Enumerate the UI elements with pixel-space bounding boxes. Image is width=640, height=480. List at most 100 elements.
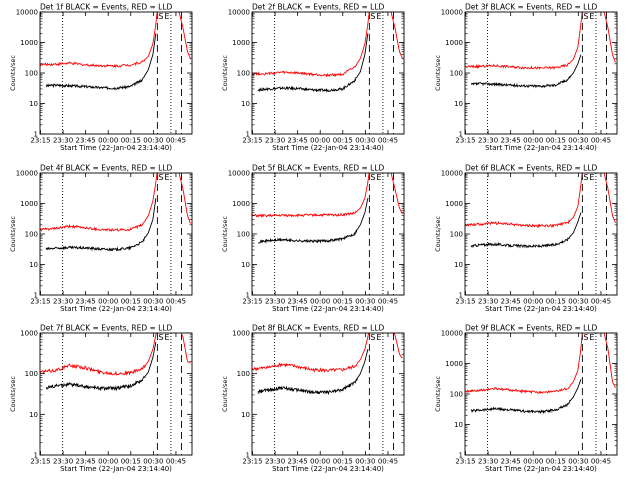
x-tick-label: 23:15: [455, 298, 475, 306]
y-tick-label: 1000: [445, 39, 463, 47]
x-tick-label: 00:15: [121, 298, 141, 306]
x-tick-label: 00:30: [143, 298, 163, 306]
x-tick-label: 00:45: [591, 137, 611, 145]
x-tick-label: 00:00: [310, 137, 330, 145]
panel-title: Det 7f BLACK = Events, RED = LLD: [40, 324, 173, 333]
x-tick-label: 00:15: [546, 298, 566, 306]
x-tick-label: 00:00: [523, 137, 543, 145]
x-tick-label: 23:45: [288, 137, 308, 145]
x-tick-label: 00:15: [333, 458, 353, 466]
x-tick-label: 23:30: [265, 137, 285, 145]
events-series-line: [45, 341, 157, 392]
x-tick-label: 00:45: [166, 458, 186, 466]
marker-e: E: [589, 12, 594, 21]
y-tick-label: 1: [34, 292, 38, 300]
marker-s: S: [158, 173, 163, 182]
y-tick-label: 10: [29, 261, 38, 269]
x-tick-label: 00:00: [523, 298, 543, 306]
y-axis-label: Counts/sec: [9, 55, 17, 91]
events-series-line: [257, 198, 369, 244]
marker-s: S: [583, 173, 588, 182]
x-tick-label: 00:30: [568, 298, 588, 306]
x-tick-label: 00:15: [333, 298, 353, 306]
panel-title: Det 4f BLACK = Events, RED = LLD: [40, 164, 173, 173]
panel-title: Det 1f BLACK = Events, RED = LLD: [40, 3, 173, 12]
y-tick-label: 10: [241, 100, 250, 108]
x-tick-label: 00:45: [378, 458, 398, 466]
y-tick-label: 10: [241, 411, 250, 419]
marker-e: E: [589, 173, 594, 182]
y-tick-label: 10000: [228, 9, 250, 17]
events-series-line: [45, 33, 157, 91]
lld-series-line: [40, 173, 191, 232]
x-tick-label: 23:45: [76, 137, 96, 145]
x-tick-label: 00:30: [143, 137, 163, 145]
x-tick-label: 23:30: [478, 298, 498, 306]
y-tick-label: 10: [29, 100, 38, 108]
marker-e: E: [376, 173, 381, 182]
x-tick-label: 00:30: [355, 458, 375, 466]
y-tick-label: 10: [454, 100, 463, 108]
lld-series-line: [40, 333, 191, 377]
y-tick-label: 1: [459, 131, 463, 139]
x-tick-label: 00:00: [98, 458, 118, 466]
x-tick-label: 23:45: [288, 458, 308, 466]
x-tick-label: 23:30: [265, 458, 285, 466]
y-tick-label: 1: [246, 131, 250, 139]
y-tick-label: 10: [454, 421, 463, 429]
x-tick-label: 00:30: [355, 137, 375, 145]
y-tick-label: 100: [450, 70, 463, 78]
x-tick-label: 23:30: [53, 298, 73, 306]
x-tick-label: 00:45: [378, 137, 398, 145]
marker-s: S: [158, 12, 163, 21]
x-axis-label: Start Time (22-Jan-04 23:14:40): [272, 305, 384, 313]
y-axis-label: Counts/sec: [434, 216, 442, 252]
x-tick-label: 23:30: [53, 458, 73, 466]
x-axis-label: Start Time (22-Jan-04 23:14:40): [60, 305, 172, 313]
marker-e: E: [589, 333, 594, 342]
marker-s: S: [370, 333, 375, 342]
y-axis-label: Counts/sec: [221, 55, 229, 91]
y-tick-label: 100: [25, 231, 38, 239]
lld-series-line: [252, 12, 403, 78]
x-tick-label: 00:15: [333, 137, 353, 145]
y-tick-label: 100: [237, 231, 250, 239]
x-axis-label: Start Time (22-Jan-04 23:14:40): [485, 144, 597, 152]
y-tick-label: 1000: [20, 39, 38, 47]
marker-e: E: [376, 333, 381, 342]
x-tick-label: 23:30: [478, 137, 498, 145]
y-axis-label: Counts/sec: [221, 376, 229, 412]
lld-series-line: [465, 333, 616, 395]
x-tick-label: 23:15: [242, 458, 262, 466]
x-axis-label: Start Time (22-Jan-04 23:14:40): [272, 465, 384, 473]
panel-title: Det 2f BLACK = Events, RED = LLD: [252, 3, 385, 12]
y-tick-label: 10000: [228, 170, 250, 178]
marker-e: E: [164, 333, 169, 342]
x-tick-label: 00:00: [98, 298, 118, 306]
x-tick-label: 23:15: [30, 458, 50, 466]
lld-series-line: [465, 12, 616, 70]
marker-s: S: [370, 173, 375, 182]
y-tick-label: 1000: [20, 200, 38, 208]
lld-series-line: [252, 173, 403, 218]
y-tick-label: 100: [450, 231, 463, 239]
x-tick-label: 23:15: [30, 298, 50, 306]
lld-series-line: [465, 173, 616, 229]
y-tick-label: 10: [29, 411, 38, 419]
marker-s: S: [158, 333, 163, 342]
y-tick-label: 100: [237, 370, 250, 378]
x-tick-label: 23:45: [288, 298, 308, 306]
y-tick-label: 10000: [441, 330, 463, 338]
y-tick-label: 100: [25, 370, 38, 378]
marker-e: E: [376, 12, 381, 21]
x-tick-label: 00:15: [546, 458, 566, 466]
x-tick-label: 23:45: [501, 298, 521, 306]
panel-title: Det 3f BLACK = Events, RED = LLD: [465, 3, 598, 12]
x-tick-label: 23:15: [455, 137, 475, 145]
